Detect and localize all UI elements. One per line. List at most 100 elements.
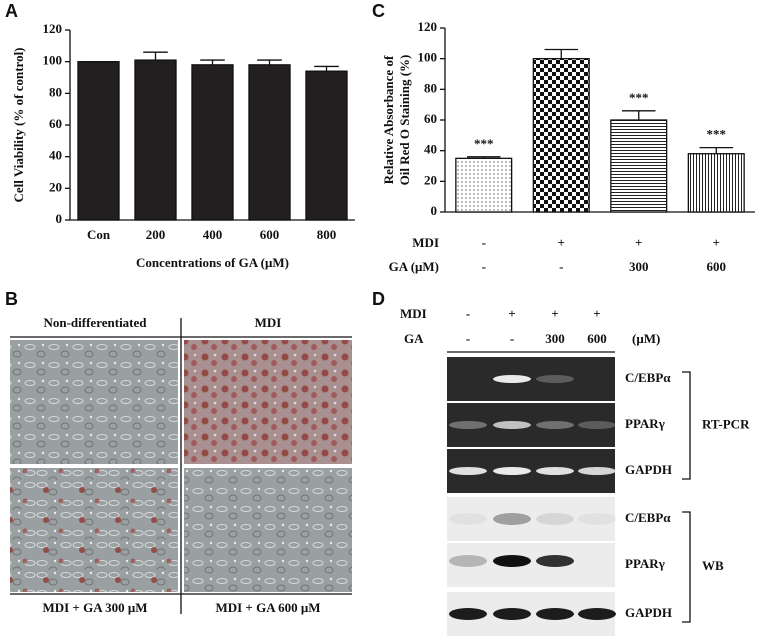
column-footer: MDI + GA 300 μM — [42, 600, 147, 615]
condition-value: + — [713, 235, 720, 250]
group-label: RT-PCR — [702, 416, 750, 431]
significance-label: *** — [707, 127, 727, 142]
error-bar — [143, 51, 168, 61]
western-blot — [447, 543, 615, 587]
bar — [532, 58, 590, 213]
y-tick-label: 40 — [49, 148, 62, 163]
error-bar — [200, 59, 225, 65]
bar — [248, 64, 291, 221]
band — [449, 555, 487, 567]
band — [493, 555, 531, 567]
column-header: Non-differentiated — [43, 315, 147, 330]
row-name: MDI — [400, 306, 427, 321]
y-tick-label: 60 — [49, 116, 62, 131]
band — [493, 513, 531, 525]
bracket — [682, 371, 691, 480]
significance-label: *** — [629, 90, 649, 105]
error-bar — [257, 59, 282, 65]
condition-value: - — [482, 235, 486, 250]
band — [536, 421, 574, 429]
y-tick-label: 120 — [418, 19, 438, 34]
x-tick-label: 400 — [203, 227, 223, 242]
micrograph — [10, 340, 178, 464]
bracket — [682, 511, 691, 623]
condition-value: + — [558, 235, 565, 250]
y-tick-label: 120 — [43, 21, 63, 36]
condition-name: MDI — [412, 235, 439, 250]
condition-name: GA (μM) — [389, 259, 439, 274]
band — [449, 513, 487, 525]
error-bar — [544, 48, 578, 59]
micrograph — [184, 340, 352, 464]
band — [536, 375, 574, 383]
y-axis-label: Cell Viability (% of control) — [11, 47, 26, 202]
western-blot — [447, 497, 615, 541]
significance-label: *** — [474, 136, 494, 151]
bar — [687, 153, 745, 213]
column-header: MDI — [255, 315, 282, 330]
bar — [77, 61, 120, 221]
band — [493, 608, 531, 620]
error-bar — [314, 65, 339, 72]
band-label: C/EBPα — [625, 370, 671, 385]
band — [578, 421, 616, 429]
y-tick-label: 40 — [424, 142, 437, 157]
micrograph — [184, 468, 352, 592]
group-label: WB — [702, 558, 724, 573]
band — [578, 467, 616, 475]
condition-value: - — [482, 259, 486, 274]
y-tick-label: 80 — [424, 80, 437, 95]
condition-value: + — [635, 235, 642, 250]
y-tick-label: 20 — [49, 179, 62, 194]
band — [449, 467, 487, 475]
band — [449, 608, 487, 620]
row-value: 600 — [587, 331, 607, 346]
y-tick-label: 20 — [424, 172, 437, 187]
band — [536, 555, 574, 567]
x-axis-label: Concentrations of GA (μM) — [136, 255, 289, 270]
error-bar — [622, 110, 656, 120]
band — [578, 608, 616, 620]
row-value: + — [508, 306, 515, 321]
y-axis-label: Oil Red O Staining (%) — [397, 55, 412, 186]
band-label: PPARγ — [625, 556, 665, 571]
row-value: + — [593, 306, 600, 321]
error-bar — [699, 146, 733, 154]
panel-label: C — [372, 1, 385, 21]
bar — [455, 157, 513, 213]
condition-value: 300 — [629, 259, 649, 274]
bar — [134, 59, 177, 221]
bar — [305, 70, 348, 221]
band — [449, 421, 487, 429]
band-label: PPARγ — [625, 416, 665, 431]
row-value: 300 — [545, 331, 565, 346]
y-tick-label: 0 — [431, 203, 438, 218]
row-value: - — [466, 331, 470, 346]
panel-label: B — [5, 289, 18, 309]
row-value: + — [551, 306, 558, 321]
y-tick-label: 60 — [424, 111, 437, 126]
micrograph — [10, 468, 178, 592]
row-name: GA — [404, 331, 424, 346]
panel-label: A — [5, 1, 18, 21]
band-label: GAPDH — [625, 462, 672, 477]
x-tick-label: 600 — [260, 227, 280, 242]
unit: (μM) — [632, 331, 660, 346]
bar — [610, 119, 668, 213]
error-bar — [467, 156, 501, 159]
condition-value: - — [559, 259, 563, 274]
bar — [191, 64, 234, 221]
band — [578, 513, 616, 525]
row-value: - — [466, 306, 470, 321]
column-footer: MDI + GA 600 μM — [215, 600, 320, 615]
condition-value: 600 — [707, 259, 727, 274]
band-label: GAPDH — [625, 605, 672, 620]
band — [493, 467, 531, 475]
row-value: - — [510, 331, 514, 346]
x-tick-label: 800 — [317, 227, 337, 242]
band — [536, 513, 574, 525]
band-label: C/EBPα — [625, 510, 671, 525]
y-axis-label: Relative Absorbance of — [381, 55, 396, 184]
band — [493, 421, 531, 429]
